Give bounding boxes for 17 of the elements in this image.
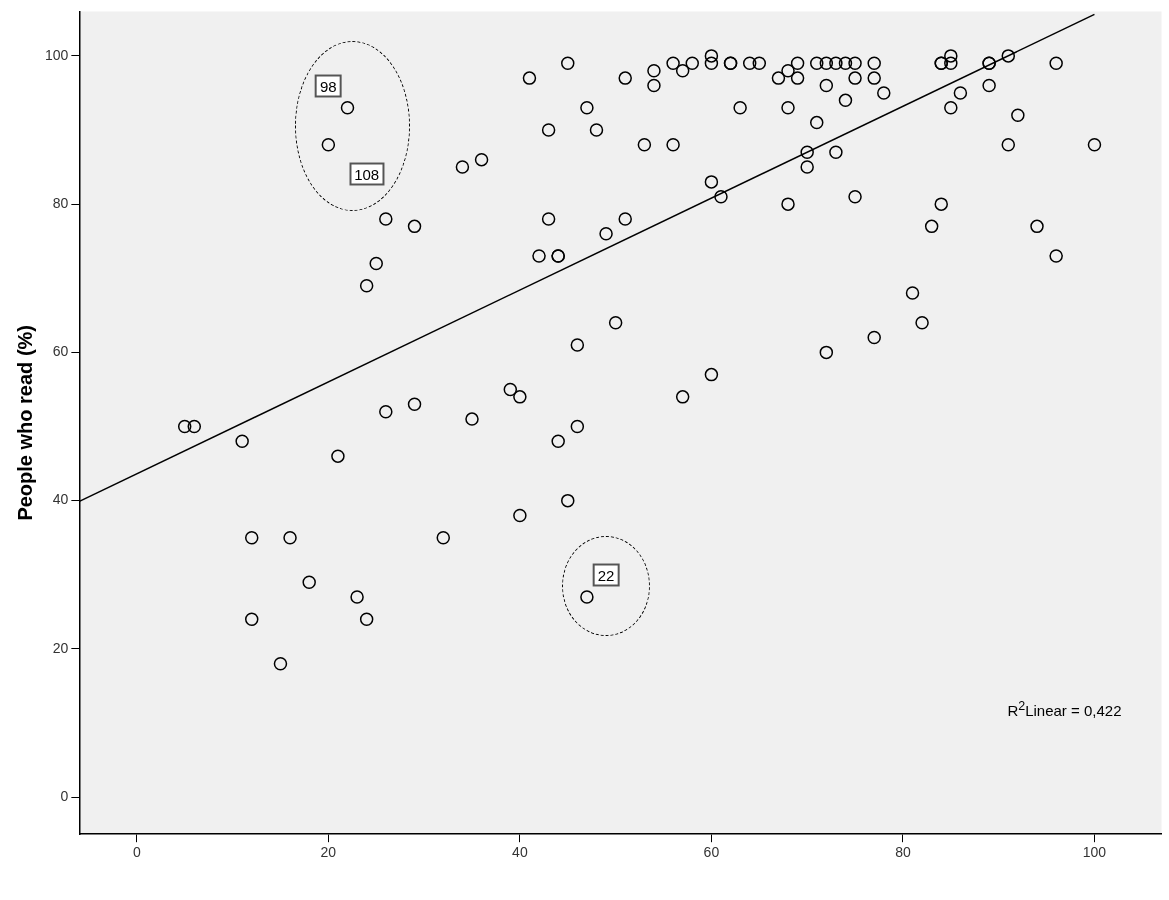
x-tick-label: 100: [1082, 844, 1107, 861]
x-tick-label: 80: [895, 844, 911, 861]
y-tick-label: 80: [52, 194, 69, 211]
annotation: R$^{2}$Linear = 0,422: [1007, 699, 1122, 720]
y-tick-label: 100: [45, 46, 69, 63]
x-tick-label: 20: [320, 844, 337, 861]
annotation: 98: [315, 74, 342, 98]
y-tick-label: 0: [60, 788, 69, 804]
annotation: 108: [349, 162, 385, 186]
y-tick-label: 20: [52, 639, 69, 656]
annotation: 22: [592, 563, 620, 587]
x-tick-label: 60: [703, 844, 720, 861]
x-tick-label: 0: [132, 844, 141, 861]
y-tick-label: 40: [52, 491, 69, 508]
y-axis-title: People who read (%): [13, 325, 36, 521]
y-tick-label: 60: [52, 343, 69, 360]
x-tick-label: 40: [512, 844, 528, 861]
